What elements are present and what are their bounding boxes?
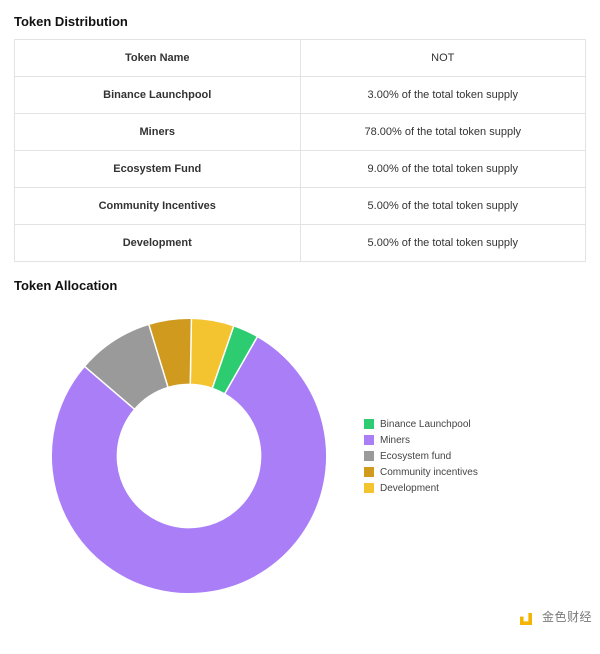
row-value: 5.00% of the total token supply [300, 225, 586, 262]
legend-label: Binance Launchpool [380, 419, 471, 430]
row-value: 9.00% of the total token supply [300, 151, 586, 188]
table-row: Ecosystem Fund9.00% of the total token s… [15, 151, 586, 188]
table-row: Development5.00% of the total token supp… [15, 225, 586, 262]
legend-item: Ecosystem fund [364, 448, 478, 464]
legend-label: Ecosystem fund [380, 451, 451, 462]
watermark-logo-icon [520, 607, 538, 625]
allocation-donut-chart [44, 311, 334, 601]
legend-label: Development [380, 483, 439, 494]
legend-label: Community incentives [380, 467, 478, 478]
row-label: Binance Launchpool [15, 77, 301, 114]
row-label: Community Incentives [15, 188, 301, 225]
row-label: Miners [15, 114, 301, 151]
table-header-value: NOT [300, 40, 586, 77]
token-allocation-title: Token Allocation [14, 278, 586, 293]
legend-label: Miners [380, 435, 410, 446]
legend-swatch [364, 483, 374, 493]
token-distribution-table: Token NameNOTBinance Launchpool3.00% of … [14, 39, 586, 262]
row-label: Ecosystem Fund [15, 151, 301, 188]
table-row: Community Incentives5.00% of the total t… [15, 188, 586, 225]
legend-item: Community incentives [364, 464, 478, 480]
row-value: 78.00% of the total token supply [300, 114, 586, 151]
row-value: 3.00% of the total token supply [300, 77, 586, 114]
legend-item: Binance Launchpool [364, 416, 478, 432]
watermark: 金色财经 [520, 607, 592, 625]
legend-swatch [364, 435, 374, 445]
row-label: Development [15, 225, 301, 262]
table-row: Miners78.00% of the total token supply [15, 114, 586, 151]
allocation-legend: Binance Launchpool Miners Ecosystem fund Co… [364, 416, 478, 496]
legend-swatch [364, 419, 374, 429]
legend-item: Miners [364, 432, 478, 448]
table-header-label: Token Name [15, 40, 301, 77]
row-value: 5.00% of the total token supply [300, 188, 586, 225]
legend-item: Development [364, 480, 478, 496]
table-row: Token NameNOT [15, 40, 586, 77]
token-distribution-title: Token Distribution [14, 14, 586, 29]
table-row: Binance Launchpool3.00% of the total tok… [15, 77, 586, 114]
legend-swatch [364, 467, 374, 477]
watermark-text: 金色财经 [542, 608, 592, 625]
legend-swatch [364, 451, 374, 461]
